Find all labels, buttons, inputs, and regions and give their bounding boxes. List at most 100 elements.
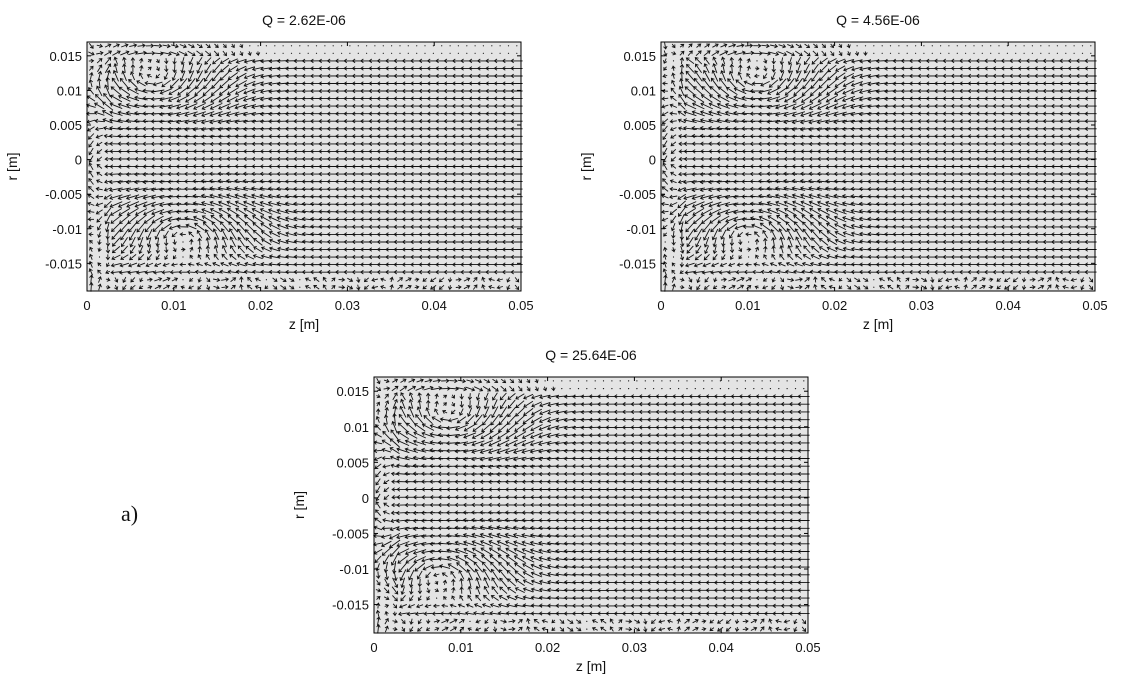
vector-arrow bbox=[826, 78, 838, 89]
vector-arrow bbox=[988, 285, 994, 290]
vector-arrow bbox=[945, 277, 953, 283]
vector-arrow bbox=[150, 179, 165, 185]
vector-arrow bbox=[375, 501, 381, 509]
vector-arrow bbox=[774, 179, 789, 184]
vector-arrow bbox=[109, 172, 123, 177]
vector-arrow bbox=[746, 58, 751, 64]
vector-point bbox=[274, 45, 276, 47]
vector-arrow bbox=[180, 247, 186, 252]
vector-arrow bbox=[406, 611, 416, 617]
vector-arrow bbox=[89, 274, 94, 285]
vector-arrow bbox=[825, 103, 839, 110]
vector-arrow bbox=[247, 276, 253, 283]
vector-arrow bbox=[1080, 277, 1085, 283]
vector-arrow bbox=[97, 239, 102, 246]
vector-arrow bbox=[708, 179, 722, 185]
vector-arrow bbox=[430, 285, 437, 290]
vector-arrow bbox=[203, 269, 213, 275]
vector-arrow bbox=[766, 96, 781, 102]
vector-point bbox=[672, 60, 675, 62]
vector-point bbox=[1040, 52, 1042, 54]
vector-point bbox=[948, 45, 950, 47]
vector-arrow bbox=[417, 578, 422, 588]
vector-arrow bbox=[347, 277, 354, 282]
vector-arrow bbox=[213, 277, 221, 283]
vector-arrow bbox=[684, 208, 697, 216]
vector-arrow bbox=[417, 595, 422, 602]
vector-arrow bbox=[447, 285, 453, 291]
vector-arrow bbox=[762, 285, 768, 290]
vector-point bbox=[661, 380, 663, 382]
vector-arrow bbox=[389, 438, 400, 448]
vector-point bbox=[686, 388, 688, 390]
x-tick-label: 0.05 bbox=[1082, 298, 1107, 313]
vector-arrow bbox=[711, 50, 720, 56]
vector-arrow bbox=[201, 102, 215, 110]
vector-arrow bbox=[720, 43, 728, 48]
vector-arrow bbox=[152, 81, 163, 87]
vector-arrow bbox=[104, 84, 111, 98]
vector-arrow bbox=[684, 86, 696, 96]
vector-arrow bbox=[751, 51, 763, 56]
vector-arrow bbox=[846, 277, 852, 283]
vector-arrow bbox=[828, 284, 835, 290]
vector-arrow bbox=[229, 254, 237, 260]
vector-arrow bbox=[147, 245, 152, 255]
vector-arrow bbox=[121, 70, 127, 81]
vector-arrow bbox=[834, 223, 847, 231]
vector-arrow bbox=[813, 283, 818, 290]
vector-point bbox=[436, 597, 438, 599]
vector-arrow bbox=[850, 223, 863, 229]
vector-arrow bbox=[383, 487, 390, 493]
vector-arrow bbox=[787, 236, 793, 248]
vector-arrow bbox=[192, 119, 207, 125]
vector-point bbox=[98, 256, 101, 258]
vector-point bbox=[482, 52, 484, 54]
vector-arrow bbox=[661, 186, 669, 192]
vector-arrow bbox=[111, 246, 121, 254]
vector-arrow bbox=[700, 201, 714, 208]
vector-arrow bbox=[127, 270, 138, 275]
vector-point bbox=[898, 45, 900, 47]
vector-arrow bbox=[89, 281, 94, 292]
vector-point bbox=[956, 52, 958, 54]
vector-arrow bbox=[800, 193, 814, 200]
vector-arrow bbox=[819, 71, 829, 82]
vector-arrow bbox=[670, 215, 677, 224]
vector-arrow bbox=[834, 58, 846, 64]
vector-arrow bbox=[488, 284, 495, 290]
vector-arrow bbox=[130, 277, 136, 283]
vector-arrow bbox=[804, 277, 811, 282]
vector-point bbox=[1073, 52, 1075, 54]
vector-arrow bbox=[746, 72, 751, 79]
vector-arrow bbox=[661, 111, 669, 117]
vector-arrow bbox=[670, 141, 677, 147]
vector-arrow bbox=[217, 134, 231, 139]
vector-point bbox=[341, 45, 343, 47]
vector-arrow bbox=[126, 201, 140, 208]
vector-arrow bbox=[404, 447, 418, 453]
vector-arrow bbox=[733, 110, 747, 116]
vector-point bbox=[1023, 45, 1025, 47]
vector-arrow bbox=[710, 221, 720, 233]
vector-arrow bbox=[236, 254, 246, 260]
vector-arrow bbox=[691, 118, 706, 124]
vector-arrow bbox=[1062, 277, 1069, 282]
vector-arrow bbox=[185, 86, 197, 96]
vector-arrow bbox=[824, 127, 839, 132]
vector-arrow bbox=[809, 207, 822, 216]
vector-arrow bbox=[404, 439, 418, 446]
vector-arrow bbox=[200, 134, 215, 139]
vector-point bbox=[544, 380, 546, 382]
vector-arrow bbox=[677, 118, 686, 124]
vector-point bbox=[249, 45, 251, 47]
vector-arrow bbox=[381, 456, 391, 461]
vector-arrow bbox=[375, 470, 382, 478]
vector-arrow bbox=[159, 96, 173, 102]
vector-arrow bbox=[234, 193, 248, 200]
vector-arrow bbox=[670, 164, 677, 169]
vector-arrow bbox=[118, 208, 131, 216]
vector-arrow bbox=[120, 254, 129, 261]
vector-arrow bbox=[741, 202, 756, 207]
vector-arrow bbox=[496, 277, 504, 282]
